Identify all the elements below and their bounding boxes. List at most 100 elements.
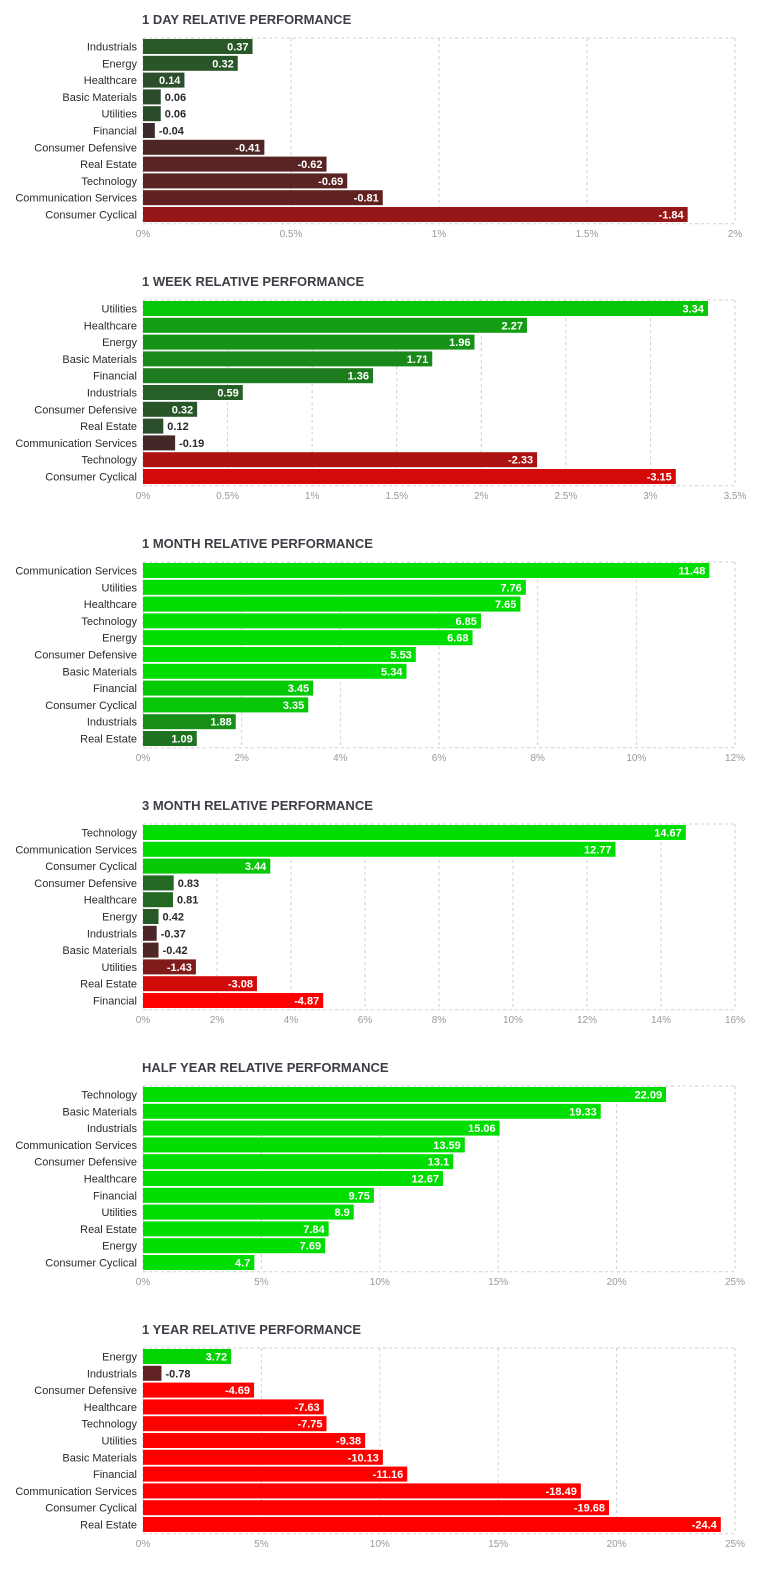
bar-value-label: 19.33 [569, 1106, 597, 1118]
bar[interactable] [143, 1087, 667, 1102]
category-label: Financial [93, 126, 137, 138]
bar[interactable] [143, 173, 348, 189]
bar[interactable] [143, 1349, 232, 1364]
category-label: Utilities [102, 962, 138, 974]
bar[interactable] [143, 1500, 610, 1516]
bar[interactable] [143, 697, 309, 713]
bar[interactable] [143, 841, 616, 857]
bar[interactable] [143, 993, 324, 1008]
bar[interactable] [143, 452, 538, 468]
bar-value-label: 1.71 [407, 354, 428, 366]
bar[interactable] [143, 368, 374, 384]
bar-value-label: 12.77 [584, 844, 612, 856]
bar[interactable] [143, 1365, 162, 1381]
bar-value-label: 0.14 [159, 75, 181, 87]
bar[interactable] [143, 207, 688, 222]
bar[interactable] [143, 647, 416, 662]
bar[interactable] [143, 959, 196, 975]
bar-value-label: 13.1 [428, 1157, 449, 1169]
bar[interactable] [143, 435, 176, 451]
chart-title: 1 YEAR RELATIVE PERFORMANCE [142, 1322, 362, 1337]
bar[interactable] [143, 714, 236, 730]
bar[interactable] [143, 825, 686, 840]
bar[interactable] [143, 680, 314, 696]
bar[interactable] [143, 942, 159, 958]
bar[interactable] [143, 925, 157, 941]
bar[interactable] [143, 1103, 601, 1119]
bar[interactable] [143, 1238, 326, 1254]
bar[interactable] [143, 301, 708, 316]
tick-label: 6% [358, 1015, 373, 1026]
bar[interactable] [143, 875, 174, 891]
chart-svg: 0% 5% 10% 15% 20% 25% Technology 22.09 Basic Mat… [15, 1085, 745, 1288]
category-label: Basic Materials [62, 92, 137, 104]
tick-label: 12% [577, 1015, 597, 1026]
category-label: Financial [93, 371, 137, 383]
bar[interactable] [143, 156, 327, 172]
bar[interactable] [143, 976, 257, 992]
bar[interactable] [143, 613, 481, 629]
bar[interactable] [143, 892, 173, 908]
bar[interactable] [143, 1449, 383, 1465]
tick-label: 10% [370, 1277, 390, 1288]
tick-label: 6% [432, 753, 447, 764]
bar[interactable] [143, 55, 238, 71]
bar[interactable] [143, 1154, 454, 1170]
bar[interactable] [143, 596, 521, 612]
chart-svg: 0% 0.5% 1% 1.5% 2% 2.5% 3% 3.5% Utilities 3.34 Hea… [15, 299, 747, 502]
bar[interactable] [143, 401, 198, 417]
tick-label: 3% [643, 491, 658, 502]
bar[interactable] [143, 317, 527, 333]
bar[interactable] [143, 563, 710, 578]
bar-value-label: -7.75 [297, 1419, 322, 1431]
category-label: Communication Services [15, 193, 137, 205]
bar[interactable] [143, 1204, 354, 1220]
bar[interactable] [143, 909, 159, 924]
bar[interactable] [143, 663, 407, 679]
category-label: Utilities [102, 1207, 138, 1219]
bar[interactable] [143, 469, 676, 484]
bar[interactable] [143, 89, 161, 105]
bar[interactable] [143, 39, 253, 54]
bar[interactable] [143, 1187, 374, 1203]
bar[interactable] [143, 1120, 500, 1136]
bar[interactable] [143, 334, 475, 350]
bar[interactable] [143, 858, 271, 874]
bar[interactable] [143, 1466, 408, 1482]
category-label: Consumer Defensive [34, 404, 137, 416]
bar[interactable] [143, 1517, 721, 1532]
bar-value-label: 3.35 [283, 700, 304, 712]
bar[interactable] [143, 1433, 366, 1448]
bar[interactable] [143, 351, 433, 367]
bar[interactable] [143, 630, 473, 646]
tick-label: 15% [488, 1277, 508, 1288]
tick-label: 2% [210, 1015, 225, 1026]
bar[interactable] [143, 1483, 581, 1499]
bar[interactable] [143, 1255, 255, 1270]
bar-value-label: 5.53 [390, 650, 411, 662]
bar-value-label: -0.78 [165, 1368, 190, 1380]
bar[interactable] [143, 72, 185, 88]
bar[interactable] [143, 1416, 327, 1432]
bar[interactable] [143, 123, 155, 138]
bar[interactable] [143, 1399, 324, 1415]
category-label: Technology [81, 176, 137, 188]
bar-value-label: 11.48 [678, 566, 705, 578]
chart-title: 1 MONTH RELATIVE PERFORMANCE [142, 536, 373, 551]
bar[interactable] [143, 106, 161, 122]
bar[interactable] [143, 1171, 444, 1186]
bar[interactable] [143, 418, 164, 434]
bar[interactable] [143, 139, 265, 155]
bar[interactable] [143, 190, 383, 206]
bar[interactable] [143, 1382, 255, 1398]
bar[interactable] [143, 385, 243, 400]
bar[interactable] [143, 1137, 465, 1153]
bar[interactable] [143, 1221, 329, 1237]
category-label: Technology [81, 828, 137, 840]
category-label: Energy [102, 58, 137, 70]
bar-value-label: 12.67 [411, 1174, 439, 1186]
bar[interactable] [143, 579, 526, 595]
bar-value-label: -4.69 [225, 1385, 250, 1397]
bar[interactable] [143, 731, 197, 746]
bar-value-label: -0.41 [235, 142, 260, 154]
